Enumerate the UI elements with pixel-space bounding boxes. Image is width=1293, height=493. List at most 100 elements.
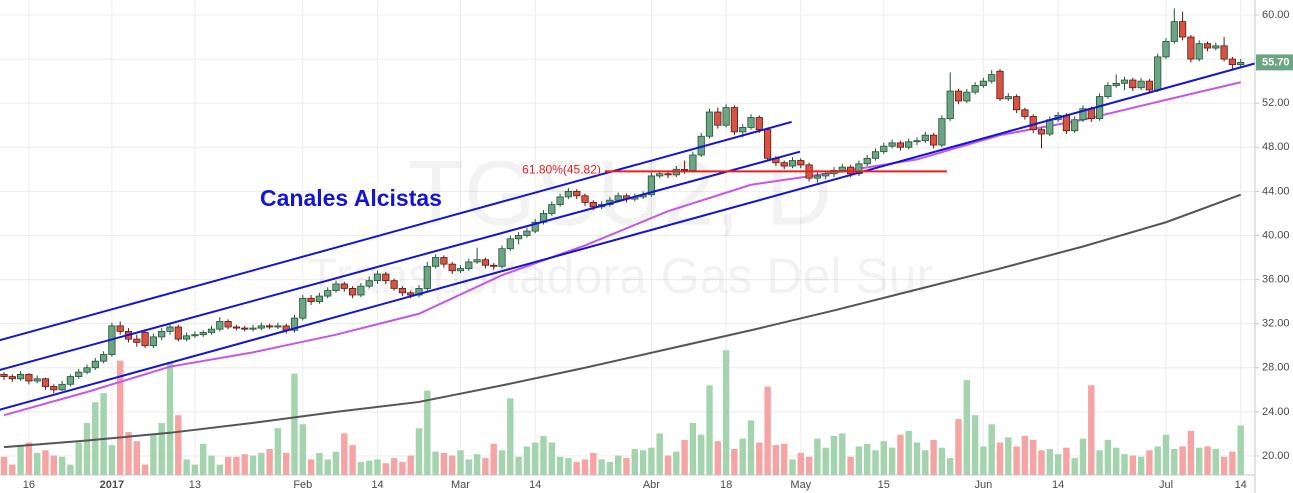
candle-body <box>581 195 589 203</box>
candle-body <box>257 325 265 329</box>
candle-body <box>1021 109 1029 117</box>
volume-bar <box>1162 434 1170 475</box>
volume-bar <box>756 442 763 475</box>
volume-bar <box>590 452 597 475</box>
volume-bar <box>805 456 813 475</box>
volume-bar <box>913 442 921 475</box>
candle-body <box>1220 45 1228 60</box>
volume-bar <box>980 446 987 475</box>
volume-bar <box>1129 455 1136 475</box>
volume-bar <box>722 350 730 475</box>
volume-bar <box>490 443 497 475</box>
candle-body <box>863 157 871 165</box>
volume-bar <box>58 456 66 475</box>
volume-bar <box>1071 458 1078 475</box>
candle-body <box>8 376 16 380</box>
volume-bar <box>357 462 365 475</box>
candle-body <box>647 175 656 196</box>
volume-bar <box>241 454 248 475</box>
candle-body <box>614 195 622 201</box>
volume-bar <box>880 441 887 475</box>
volume-bar <box>996 442 1004 475</box>
volume-bar <box>158 423 165 475</box>
volume-bar <box>92 402 99 475</box>
volume-bar <box>432 451 439 475</box>
volume-bar <box>440 452 448 475</box>
candle-body <box>182 335 191 340</box>
candle-body <box>75 371 83 377</box>
volume-bar <box>50 455 57 475</box>
candle-body <box>838 166 846 171</box>
volume-bar <box>258 452 265 475</box>
candle-body <box>896 142 905 148</box>
candle-body <box>58 383 66 391</box>
candle-body <box>1179 21 1187 38</box>
candle-body <box>689 154 697 171</box>
volume-bar <box>1204 446 1211 475</box>
volume-bar <box>1021 436 1029 475</box>
volume-bar <box>449 455 456 475</box>
volume-bar <box>581 459 589 475</box>
volume-bar <box>316 452 323 475</box>
candle-body <box>523 230 531 236</box>
axes: 20.00 24.00 28.00 32.00 36.00 40.00 44.00 48.00… <box>23 9 1293 491</box>
candle-body <box>100 354 108 362</box>
volume-bar <box>1121 454 1128 475</box>
watermark-symbol: TGSU2, D <box>408 142 832 244</box>
volume-bar <box>971 415 979 475</box>
candle-body <box>681 168 689 171</box>
volume-bar <box>830 436 838 475</box>
candle-body <box>456 268 465 272</box>
volume-bar <box>498 450 506 475</box>
x-tick-label: 14 <box>529 479 541 491</box>
volume-bar <box>208 455 215 475</box>
candle-body <box>664 173 672 176</box>
candle-body <box>373 273 382 282</box>
volume-bar <box>191 464 199 475</box>
candle-body <box>1162 41 1170 58</box>
candle-body <box>207 328 216 333</box>
candle-body <box>299 297 307 319</box>
candle-body <box>1037 129 1046 135</box>
volume-bar <box>150 433 157 475</box>
volume-bar <box>664 455 672 475</box>
candle-body <box>963 91 971 102</box>
volume-bar <box>1054 454 1062 475</box>
candle-body <box>589 202 597 208</box>
candle-body <box>921 134 929 142</box>
volume-bar <box>888 447 896 475</box>
candle-body <box>274 325 282 328</box>
candle-body <box>1228 58 1236 66</box>
candle-body <box>448 263 456 272</box>
volume-bar <box>639 450 647 475</box>
candle-body <box>971 85 979 93</box>
y-tick-label: 36.00 <box>1262 273 1290 285</box>
volume-bar <box>938 447 946 475</box>
candle-body <box>191 334 199 337</box>
candle-body <box>1013 96 1021 111</box>
x-tick-label: Mar <box>451 479 470 491</box>
volume-bar <box>1038 450 1045 475</box>
volume-bar <box>963 380 970 475</box>
volume-bar <box>731 449 738 475</box>
candle-body <box>16 373 25 380</box>
volume-bar <box>789 459 796 475</box>
volume-bar <box>1179 446 1186 475</box>
candle-body <box>1129 79 1137 89</box>
volume-bar <box>656 433 663 475</box>
candle-body <box>133 338 141 343</box>
y-tick-label: 48.00 <box>1262 141 1290 153</box>
x-tick-label: Jul <box>1159 479 1173 491</box>
candle-body <box>1145 80 1153 91</box>
fib-label: 61.80%(45.82) <box>522 162 601 176</box>
candle-body <box>1004 96 1012 100</box>
volume-bar <box>424 390 431 475</box>
candle-body <box>0 373 8 377</box>
volume-bar <box>1187 430 1195 475</box>
y-tick-label: 32.00 <box>1262 318 1290 330</box>
candle-body <box>946 90 954 120</box>
volume-bar <box>855 446 863 475</box>
candle-body <box>573 190 581 197</box>
candle-body <box>548 204 556 214</box>
candle-body <box>265 325 274 328</box>
